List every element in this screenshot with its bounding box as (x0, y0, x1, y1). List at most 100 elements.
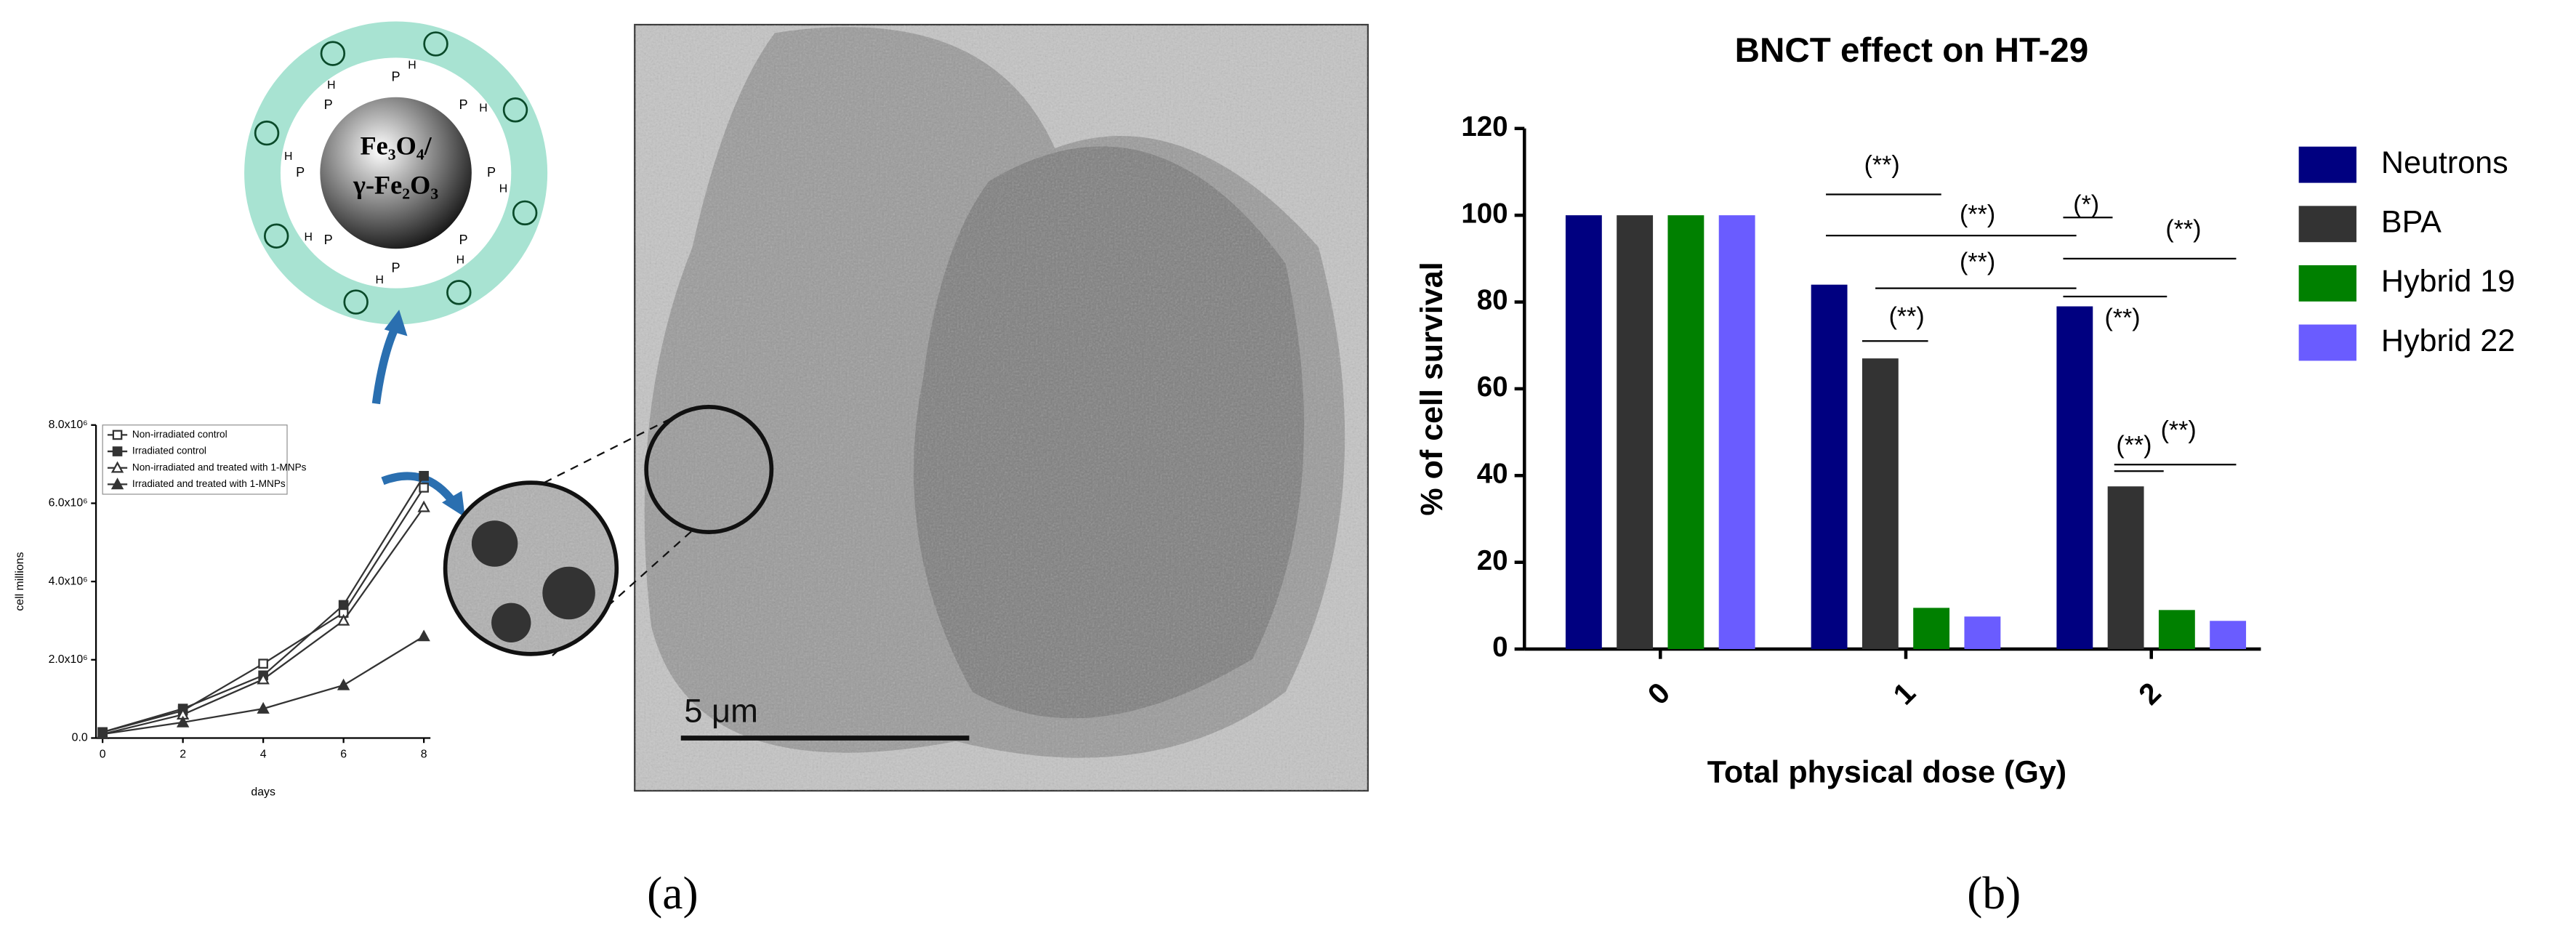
scale-bar-label: 5 μm (684, 692, 758, 729)
panel-label: (a) (647, 867, 698, 919)
y-tick-label: 8.0x10⁶ (49, 419, 88, 431)
bar (1913, 608, 1950, 650)
legend-label: Non-irradiated control (132, 429, 228, 440)
point (338, 600, 349, 610)
zoom-line (544, 411, 685, 484)
carborane (502, 97, 528, 123)
carborane (446, 280, 472, 305)
atom-label: P (324, 233, 333, 247)
legend-label: Non-irradiated and treated with 1-MNPs (132, 462, 307, 472)
carborane (320, 41, 346, 66)
y-axis-label: % of cell survival (1414, 262, 1449, 515)
carborane (423, 31, 448, 57)
bar (2158, 610, 2195, 650)
vesicle (491, 603, 531, 642)
atom-label: P (392, 260, 401, 275)
point (419, 470, 429, 481)
x-tick-label: 2 (2132, 676, 2168, 712)
arrow (381, 472, 457, 505)
carborane (512, 200, 538, 226)
atom-label: H (376, 274, 384, 286)
point (417, 500, 430, 512)
bar (1718, 215, 1755, 650)
point (257, 672, 270, 685)
micrograph: 5 μm (634, 23, 1369, 792)
legend-label: Hybrid 19 (2381, 264, 2515, 299)
core (320, 97, 472, 249)
point (96, 727, 109, 739)
significance-label: (**) (2161, 416, 2197, 444)
atom-label: P (324, 97, 333, 112)
legend-label: BPA (2381, 205, 2442, 240)
atom-label: H (408, 59, 416, 71)
significance-label: (**) (1889, 302, 1925, 330)
legend-swatch (2298, 146, 2356, 183)
legend-label: Irradiated and treated with 1-MNPs (132, 478, 286, 489)
texture (445, 483, 617, 654)
atom-label: H (479, 102, 487, 114)
significance-label: (**) (2165, 215, 2201, 243)
legend-label: Neutrons (2381, 145, 2508, 180)
y-tick-label: 80 (1477, 285, 1508, 316)
panel-label: (b) (1967, 867, 2021, 919)
y-tick-label: 6.0x10⁶ (49, 497, 88, 509)
y-tick-label: 2.0x10⁶ (49, 653, 88, 666)
x-tick-label: 1 (1886, 676, 1922, 712)
arrow-head (442, 491, 465, 517)
bar (1811, 284, 1848, 650)
y-tick-label: 20 (1477, 545, 1508, 576)
series-line (102, 475, 425, 733)
atom-label: P (392, 69, 401, 84)
series-line (102, 507, 425, 736)
arrow (371, 324, 400, 405)
y-tick-label: 0 (1492, 632, 1508, 663)
point (112, 430, 123, 440)
x-tick-label: 0 (100, 748, 106, 760)
carborane (343, 289, 369, 315)
y-axis-label: cell millions (14, 552, 26, 611)
atom-label: P (296, 165, 305, 180)
bar (2107, 486, 2144, 650)
atom-label: H (304, 231, 312, 243)
point (337, 613, 350, 626)
x-tick-label: 6 (340, 748, 347, 760)
point (417, 629, 430, 642)
point (419, 483, 429, 493)
x-tick-label: 8 (421, 748, 427, 760)
x-tick-label: 2 (180, 748, 186, 760)
significance-label: (**) (2105, 305, 2141, 332)
core-label: γ-Fe₂O₃ (353, 171, 438, 200)
texture (635, 25, 1368, 791)
atom-label: P (459, 97, 468, 112)
y-tick-label: 0.0 (72, 732, 88, 744)
legend-swatch (2298, 265, 2356, 302)
chart-title: BNCT effect on HT-29 (1735, 31, 2089, 70)
y-tick-label: 100 (1461, 198, 1508, 229)
point (258, 658, 268, 669)
atom-label: H (456, 254, 464, 267)
vesicle (471, 520, 518, 567)
y-tick-label: 40 (1477, 458, 1508, 489)
point (110, 461, 124, 473)
x-tick-label: 4 (260, 748, 267, 760)
atom-label: P (459, 233, 468, 247)
legend-label: Hybrid 22 (2381, 323, 2515, 358)
bar (1617, 215, 1654, 650)
x-axis-label: days (251, 786, 275, 798)
series-line (102, 487, 425, 733)
point (257, 701, 270, 714)
nanoparticle: Fe₃O₄/ γ-Fe₂O₃ (244, 21, 548, 325)
y-tick-label: 60 (1477, 371, 1508, 403)
point (110, 477, 124, 490)
significance-label: (**) (1960, 201, 1995, 228)
bar (1861, 358, 1899, 650)
core-label: Fe₃O₄/ (360, 131, 432, 160)
y-tick-label: 120 (1461, 111, 1508, 142)
legend-swatch (2298, 206, 2356, 243)
bar (1667, 215, 1704, 650)
point (112, 446, 123, 456)
significance-label: (**) (1960, 249, 1995, 276)
atom-label: H (499, 183, 507, 196)
bar (2056, 306, 2093, 650)
